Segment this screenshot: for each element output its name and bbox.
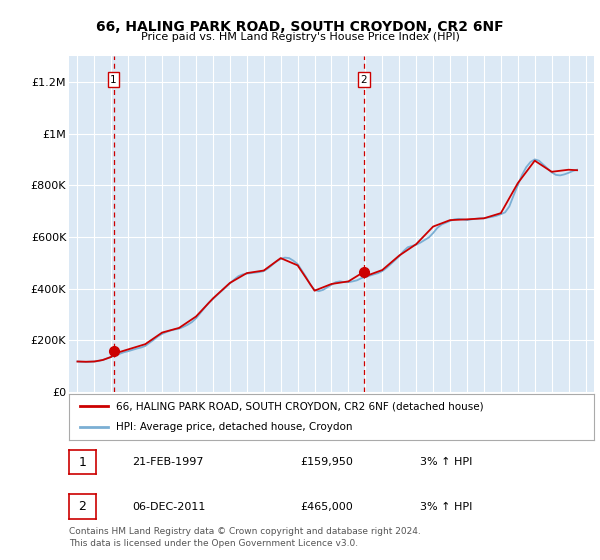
Text: 66, HALING PARK ROAD, SOUTH CROYDON, CR2 6NF (detached house): 66, HALING PARK ROAD, SOUTH CROYDON, CR2… [116,401,484,411]
Text: 1: 1 [110,74,117,85]
Text: 66, HALING PARK ROAD, SOUTH CROYDON, CR2 6NF: 66, HALING PARK ROAD, SOUTH CROYDON, CR2… [96,20,504,34]
Text: 3% ↑ HPI: 3% ↑ HPI [420,457,472,467]
Text: £465,000: £465,000 [300,502,353,512]
Text: 2: 2 [79,500,86,514]
Text: Price paid vs. HM Land Registry's House Price Index (HPI): Price paid vs. HM Land Registry's House … [140,32,460,43]
Text: 3% ↑ HPI: 3% ↑ HPI [420,502,472,512]
Text: £159,950: £159,950 [300,457,353,467]
Text: 2: 2 [361,74,367,85]
Text: HPI: Average price, detached house, Croydon: HPI: Average price, detached house, Croy… [116,422,353,432]
Text: 06-DEC-2011: 06-DEC-2011 [132,502,205,512]
Text: 21-FEB-1997: 21-FEB-1997 [132,457,203,467]
Text: 1: 1 [79,455,86,469]
Text: Contains HM Land Registry data © Crown copyright and database right 2024.
This d: Contains HM Land Registry data © Crown c… [69,527,421,548]
